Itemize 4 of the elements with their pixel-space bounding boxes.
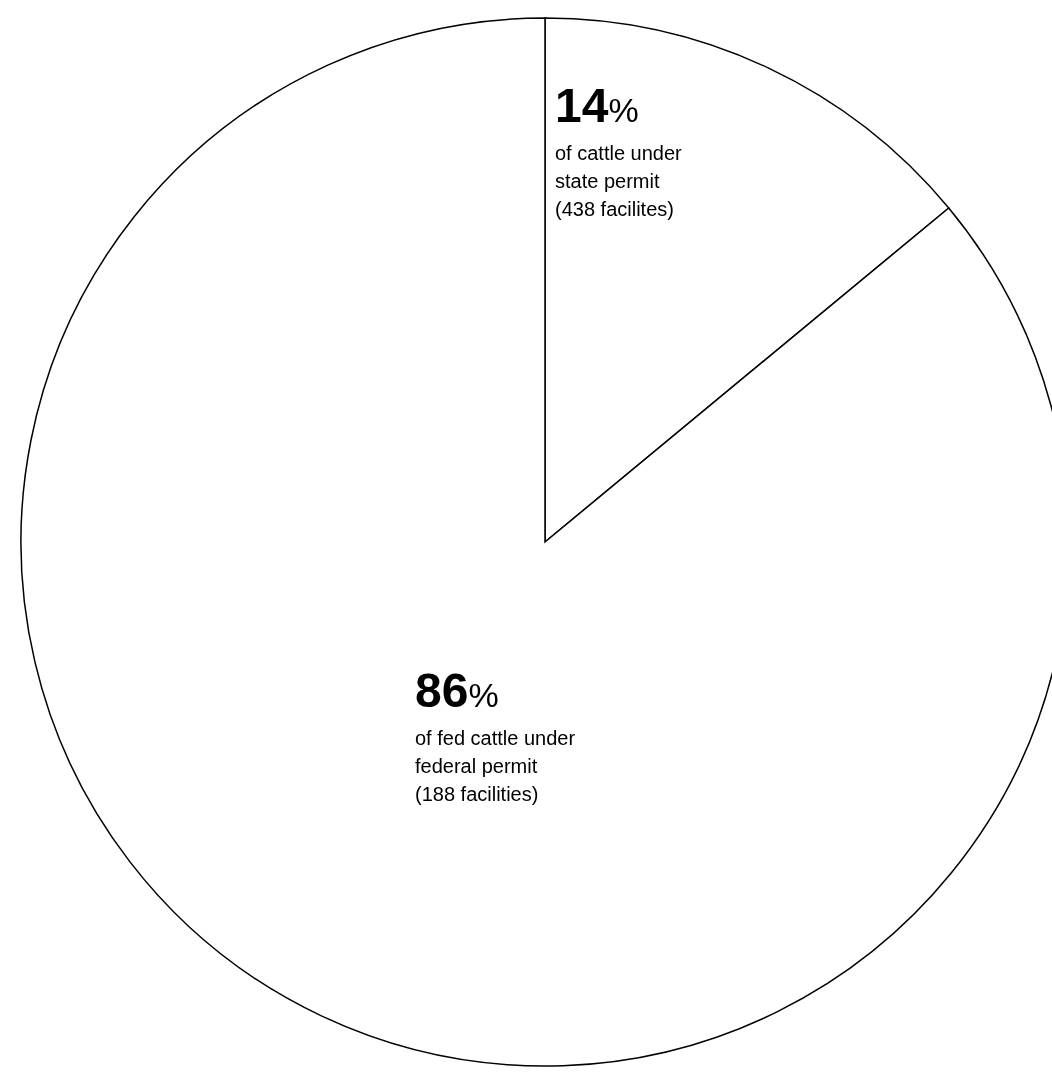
slice-label: of cattle under state permit (438 facilites)	[555, 142, 683, 220]
data-label: 86%	[415, 664, 499, 717]
data-label: 14%	[555, 79, 639, 132]
slice-label: of fed cattle under federal permit (188 facilities)	[415, 727, 576, 805]
